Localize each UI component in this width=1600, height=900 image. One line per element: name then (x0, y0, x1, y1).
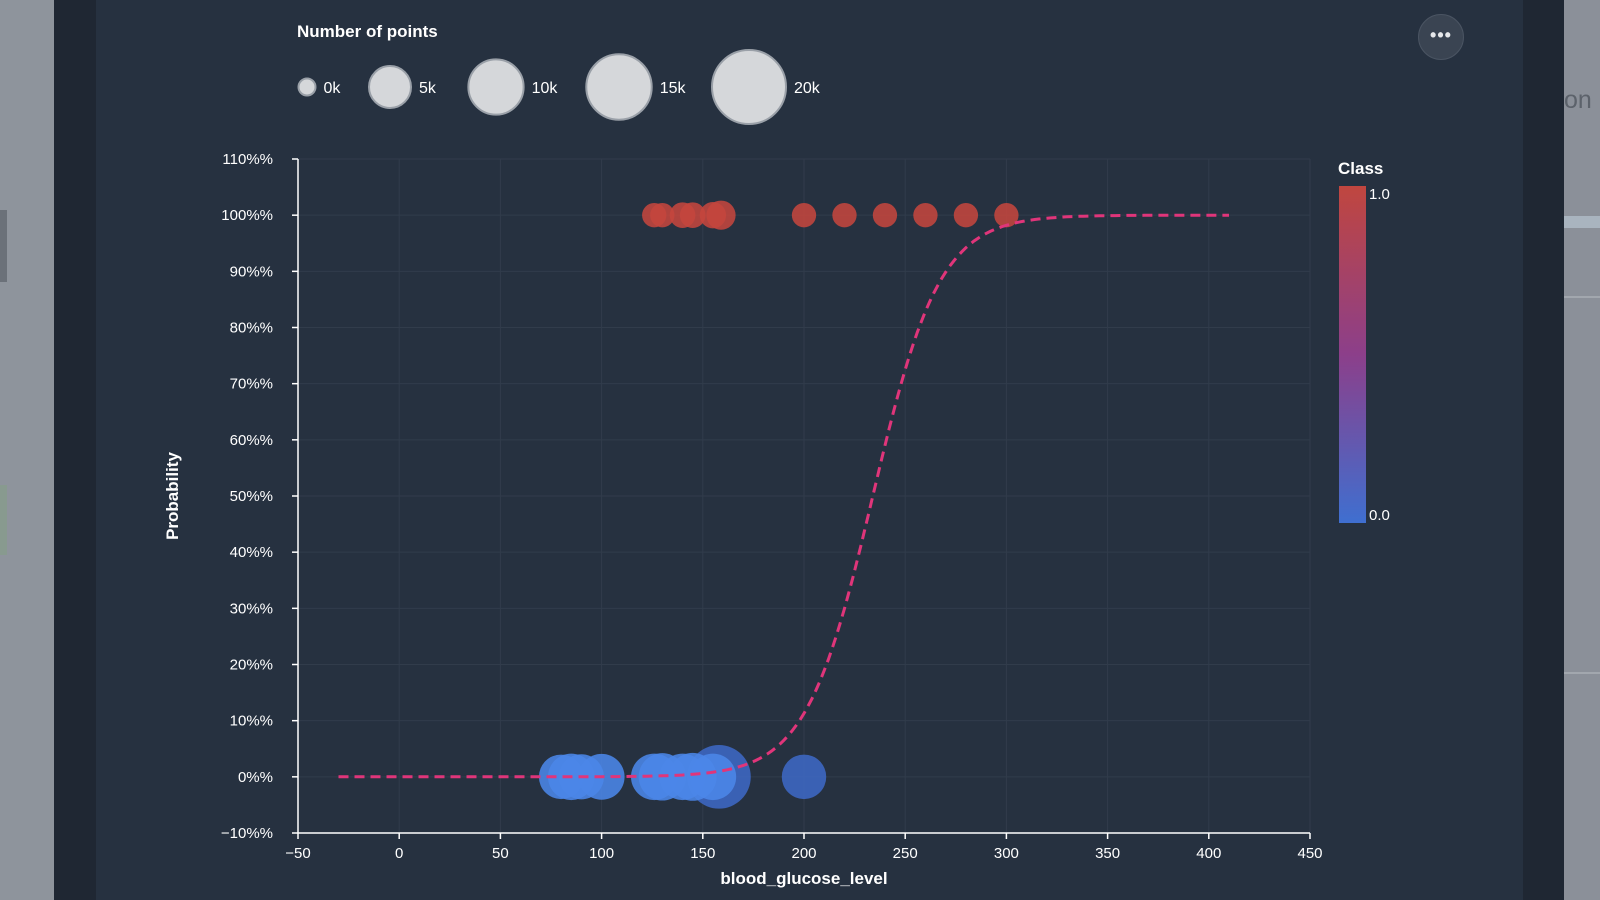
background-left-panel (0, 0, 54, 900)
x-tick-label: 200 (791, 845, 816, 862)
background-left-highlight (0, 210, 7, 282)
size-legend-circle (711, 49, 787, 125)
class-1-point (913, 203, 938, 228)
background-left-highlight-2 (0, 485, 7, 555)
class-1-point (872, 203, 898, 228)
background-right-panel (1564, 0, 1600, 900)
x-tick-label: 350 (1095, 845, 1120, 862)
size-legend-circle (368, 65, 412, 109)
y-tick-label: 50%% (230, 488, 273, 505)
class-0-point (781, 754, 827, 800)
background-right-text: on (1564, 86, 1592, 114)
color-legend-min: 0.0 (1369, 507, 1390, 524)
y-tick-label: 110%% (222, 151, 273, 168)
y-tick-label: 40%% (230, 544, 273, 561)
size-legend-label: 20k (794, 80, 821, 97)
class-1-point (791, 203, 817, 228)
y-tick-label: 30%% (230, 600, 273, 617)
color-legend-gradient (1339, 186, 1366, 523)
y-tick-label: 20%% (230, 657, 273, 674)
x-tick-label: 0 (395, 845, 403, 862)
class-1-point (994, 203, 1019, 228)
x-tick-label: −50 (285, 845, 310, 862)
size-legend-label: 5k (419, 80, 437, 97)
class-1-point (650, 203, 675, 228)
y-tick-label: 10%% (230, 713, 273, 730)
size-legend-label: 10k (532, 80, 559, 97)
logistic-curve (338, 213, 1229, 779)
x-tick-label: 450 (1297, 845, 1322, 862)
background-right-bar (1564, 216, 1600, 228)
size-legend-circle (297, 77, 317, 97)
x-tick-label: 400 (1196, 845, 1221, 862)
x-tick-label: 300 (994, 845, 1019, 862)
size-legend-label: 15k (660, 80, 687, 97)
class-1-point (832, 203, 857, 228)
more-options-button[interactable]: ••• (1418, 14, 1464, 60)
data-points (538, 200, 1019, 809)
x-axis-label: blood_glucose_level (720, 869, 887, 888)
more-horizontal-icon: ••• (1430, 25, 1452, 45)
x-tick-label: 100 (589, 845, 614, 862)
y-tick-label: 70%% (230, 376, 273, 393)
grid (297, 158, 1311, 834)
class-1-point (953, 203, 979, 228)
x-tick-label: 50 (492, 845, 509, 862)
background-right-divider (1564, 296, 1600, 298)
x-tick-label: 250 (893, 845, 918, 862)
y-tick-label: 0%% (238, 769, 273, 786)
color-legend-title: Class (1338, 159, 1383, 178)
y-tick-label: 60%% (230, 432, 273, 449)
class-0-point (689, 753, 737, 801)
class-1-point (706, 200, 736, 230)
y-tick-label: −10%% (221, 825, 273, 842)
chart-panel (96, 0, 1523, 900)
axes: −50 0 50 100 150 200 250 300 350 400 450 −10%% 0%% 10… (221, 151, 1323, 862)
class-1-point (679, 202, 706, 229)
y-tick-label: 90%% (230, 263, 273, 280)
size-legend: Number of points 0k 5k 10k 15k 20k (297, 22, 821, 125)
y-tick-label: 80%% (230, 320, 273, 337)
size-legend-title: Number of points (297, 22, 438, 41)
y-tick-label: 100%% (221, 207, 273, 224)
y-axis-label: Probability (163, 452, 182, 540)
background-right-divider-2 (1564, 672, 1600, 674)
color-legend: Class 1.0 0.0 (1338, 159, 1390, 524)
size-legend-circle (585, 53, 653, 121)
x-tick-label: 150 (690, 845, 715, 862)
size-legend-circle (467, 58, 525, 116)
color-legend-max: 1.0 (1369, 186, 1390, 203)
size-legend-label: 0k (324, 80, 342, 97)
